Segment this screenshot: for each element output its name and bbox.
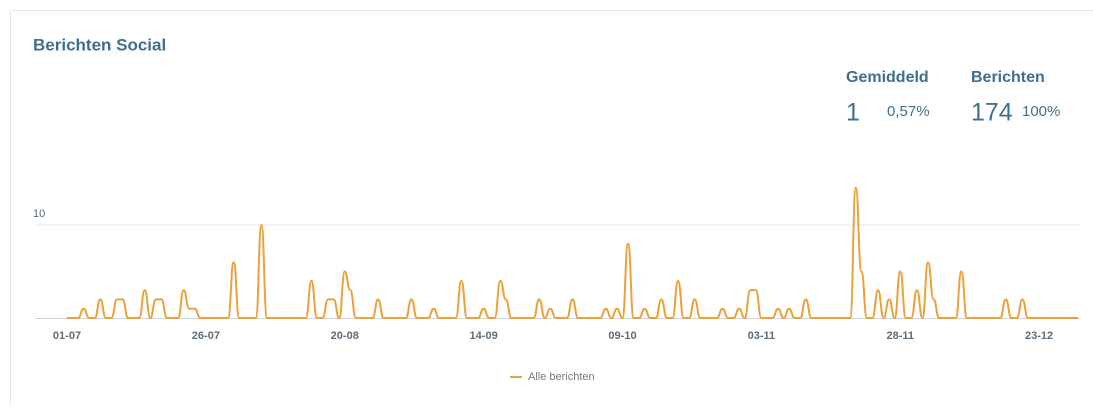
x-tick-label: 26-07 — [192, 330, 220, 342]
x-tick-label: 28-11 — [886, 330, 914, 342]
stat-value: 1 — [846, 99, 860, 127]
x-tick-label: 20-08 — [331, 330, 359, 342]
stat-value: 174 — [971, 99, 1013, 127]
stat-label: Gemiddeld — [846, 69, 929, 86]
x-tick-label: 14-09 — [470, 330, 498, 342]
stat-label: Berichten — [971, 69, 1045, 86]
card — [11, 11, 1093, 407]
y-tick-label: 10 — [33, 208, 45, 220]
x-tick-label: 03-11 — [748, 330, 776, 342]
x-tick-label: 01-07 — [53, 330, 81, 342]
x-tick-label: 23-12 — [1025, 330, 1053, 342]
chart-title: Berichten Social — [33, 35, 166, 54]
stat-percent: 100% — [1022, 103, 1060, 120]
legend-label[interactable]: Alle berichten — [528, 371, 595, 383]
stat-percent: 0,57% — [887, 103, 930, 120]
x-tick-label: 09-10 — [608, 330, 636, 342]
